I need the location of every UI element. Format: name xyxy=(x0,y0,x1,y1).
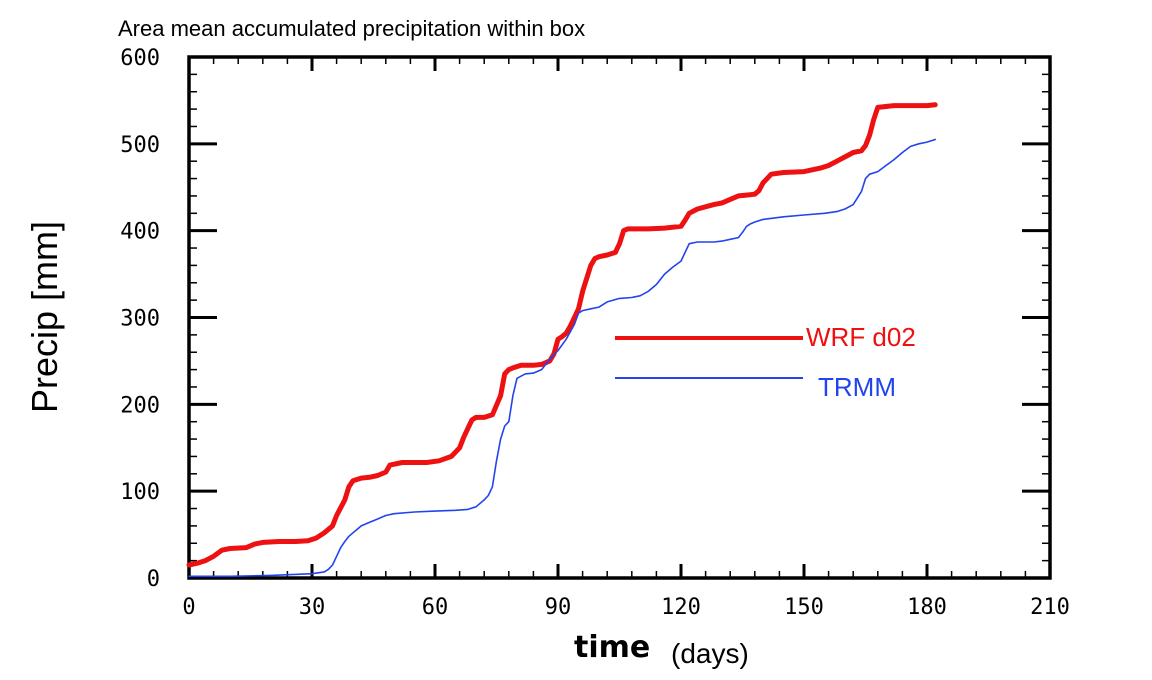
legend-label-trmm: TRMM xyxy=(818,372,896,402)
series-layer xyxy=(186,102,938,578)
y-tick-label: 300 xyxy=(120,307,160,332)
chart-title: Area mean accumulated precipitation with… xyxy=(118,16,585,41)
y-tick-label: 600 xyxy=(120,46,160,71)
axis-ticks xyxy=(187,55,1052,580)
y-tick-label: 400 xyxy=(120,220,160,245)
x-tick-label: 30 xyxy=(299,595,326,620)
x-tick-label: 210 xyxy=(1030,595,1070,620)
x-tick-label: 150 xyxy=(784,595,824,620)
y-tick-label: 0 xyxy=(147,567,160,592)
x-axis-unit-label: (days) xyxy=(671,638,749,669)
y-tick-label: 500 xyxy=(120,133,160,158)
legend-label-wrf-d02: WRF d02 xyxy=(806,322,916,352)
x-tick-label: 0 xyxy=(182,595,195,620)
x-tick-label: 60 xyxy=(422,595,449,620)
legend: WRF d02 TRMM xyxy=(615,322,916,402)
plot-frame xyxy=(187,55,1052,580)
y-tick-label: 200 xyxy=(120,393,160,418)
x-tick-label: 120 xyxy=(661,595,701,620)
x-tick-labels: 0 30 60 90 120 150 180 210 xyxy=(182,595,1070,620)
series-line-trmm xyxy=(188,138,937,578)
y-axis-label: Precip [mm] xyxy=(24,221,65,413)
x-tick-label: 180 xyxy=(907,595,947,620)
series-line-wrf-d02 xyxy=(186,102,938,568)
y-tick-labels: 0 100 200 300 400 500 600 xyxy=(120,46,160,592)
x-axis-label: time xyxy=(574,630,650,665)
y-tick-label: 100 xyxy=(120,480,160,505)
x-tick-label: 90 xyxy=(545,595,572,620)
